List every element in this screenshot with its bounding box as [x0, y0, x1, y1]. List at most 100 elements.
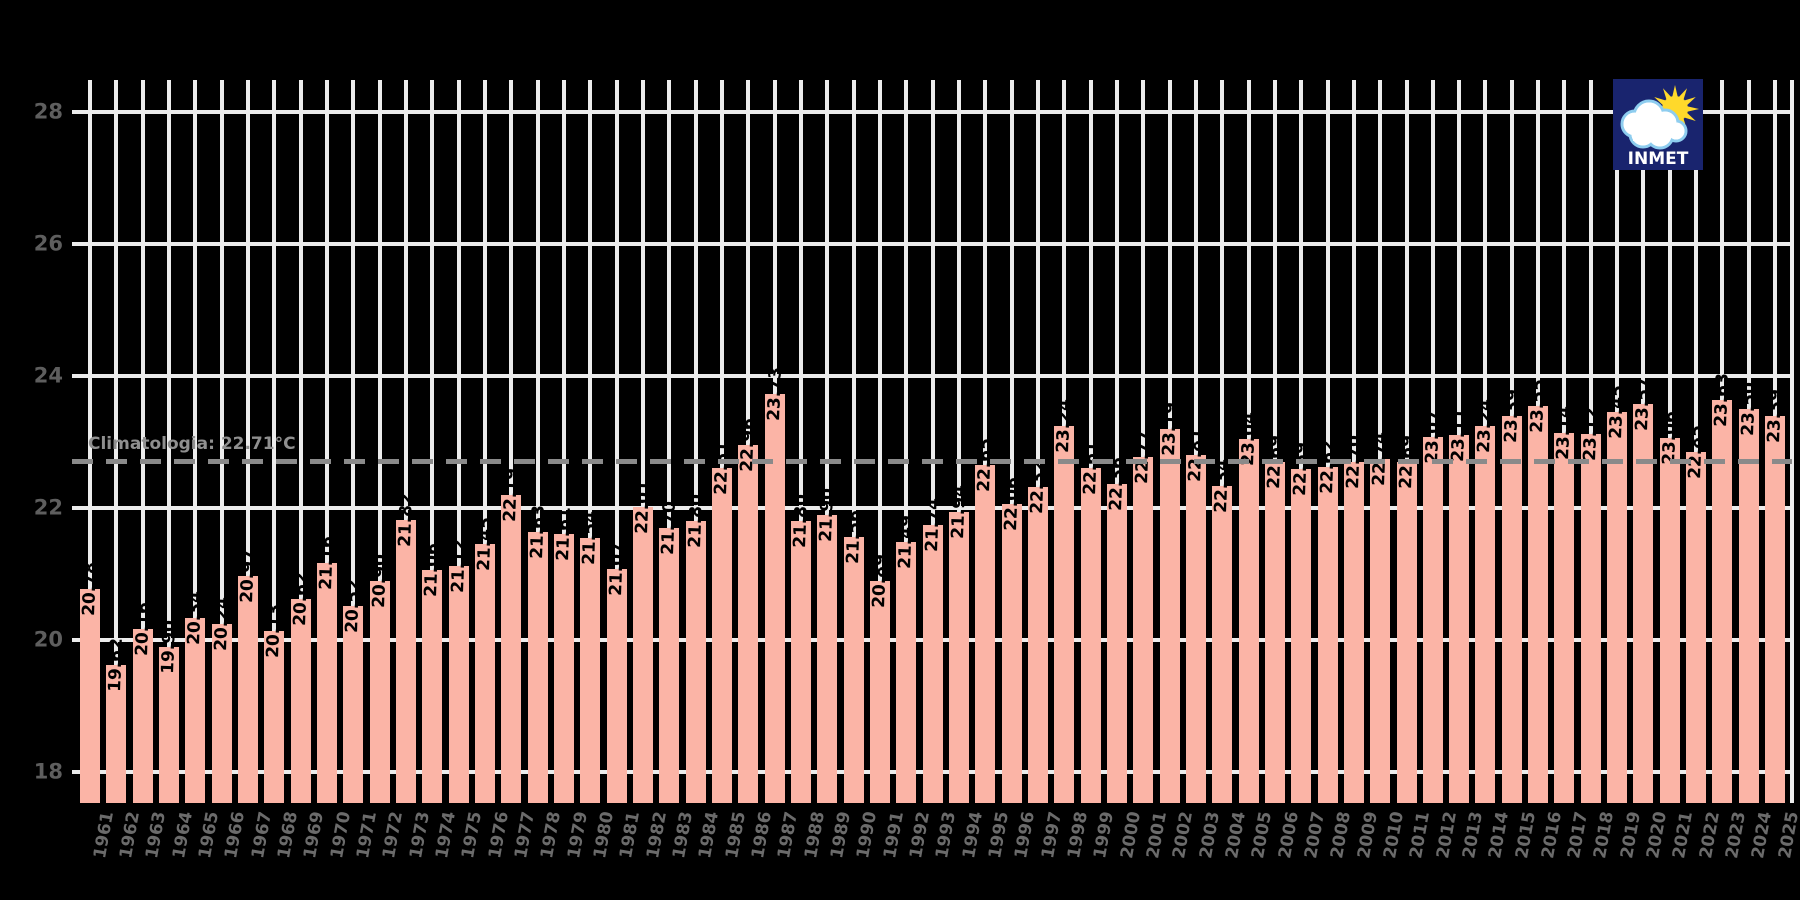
- bar-2019: [1607, 412, 1628, 803]
- bar-1998: [1054, 426, 1075, 803]
- right-spine: [1790, 80, 1794, 803]
- bar-1992: [896, 541, 917, 803]
- x-axis-year-label: 1988: [800, 810, 829, 861]
- bar-value-label: 20.62: [289, 571, 312, 627]
- bar-value-label: 21.45: [474, 517, 496, 572]
- bar-1986: [738, 444, 759, 803]
- bar-1962: [106, 665, 127, 803]
- vertical-gridline: [877, 80, 882, 803]
- bar-value-label: 23.55: [1527, 378, 1550, 433]
- bar-value-label: 21.06: [421, 542, 444, 598]
- vertical-gridline: [298, 80, 303, 803]
- x-axis-year-label: 1998: [1064, 810, 1092, 861]
- x-axis-year-label: 2009: [1353, 810, 1382, 861]
- bar-1976: [474, 544, 495, 803]
- y-axis-tick-label: 28: [33, 99, 63, 124]
- vertical-gridline: [351, 80, 356, 803]
- bar-2015: [1501, 416, 1522, 803]
- bar-1973: [395, 519, 416, 803]
- bar-value-label: 23.39: [1764, 389, 1787, 444]
- bar-1997: [1027, 486, 1048, 803]
- x-axis-year-label: 1976: [484, 810, 513, 861]
- bar-value-label: 20.16: [131, 602, 154, 657]
- bar-1965: [185, 617, 206, 803]
- x-axis-year-label: 1969: [300, 810, 329, 861]
- x-axis-year-label: 2000: [1116, 810, 1145, 861]
- x-axis-year-label: 2008: [1327, 810, 1356, 861]
- bar-2004: [1212, 485, 1233, 803]
- bar-value-label: 21.54: [579, 511, 602, 566]
- vertical-gridline: [430, 80, 435, 803]
- bar-1967: [237, 575, 258, 803]
- bar-1995: [975, 465, 996, 803]
- vertical-gridline: [1193, 80, 1198, 803]
- x-axis-year-label: 1974: [432, 810, 460, 861]
- inmet-logo-graphic: INMET: [1613, 79, 1703, 170]
- bar-2025: [1765, 416, 1786, 803]
- vertical-gridline: [377, 80, 382, 803]
- bar-value-label: 21.82: [395, 492, 417, 548]
- horizontal-gridline: [72, 374, 1792, 378]
- x-axis-year-label: 2005: [1248, 810, 1277, 861]
- bar-value-label: 19.62: [105, 637, 128, 693]
- bar-1961: [80, 588, 100, 803]
- bar-value-label: 22.81: [1184, 427, 1207, 482]
- bar-value-label: 21.16: [316, 536, 338, 591]
- vertical-gridline: [930, 80, 935, 803]
- bar-value-label: 23.63: [1711, 373, 1734, 428]
- bar-value-label: 23.50: [1737, 381, 1760, 437]
- vertical-gridline: [956, 80, 961, 803]
- bar-2008: [1317, 467, 1338, 803]
- bar-2024: [1738, 409, 1759, 803]
- bar-value-label: 22.32: [1026, 459, 1049, 515]
- x-axis-year-label: 1981: [616, 810, 645, 861]
- x-axis-year-label: 1973: [405, 810, 434, 861]
- vertical-gridline: [1351, 80, 1356, 803]
- bar-2003: [1185, 454, 1206, 803]
- bar-value-label: 22.61: [710, 440, 733, 495]
- bar-value-label: 21.74: [921, 497, 944, 553]
- x-axis-year-label: 1990: [853, 810, 882, 861]
- bar-value-label: 20.89: [868, 554, 891, 609]
- x-axis-year-label: 1975: [458, 810, 487, 861]
- bar-value-label: 21.80: [789, 493, 812, 549]
- x-axis-year-label: 1962: [116, 810, 145, 861]
- bar-value-label: 23.24: [1474, 398, 1497, 454]
- bar-1977: [501, 495, 522, 803]
- bar-2012: [1422, 437, 1443, 803]
- bar-1972: [369, 580, 390, 803]
- y-axis-tick-label: 18: [33, 759, 63, 784]
- bar-1966: [211, 624, 232, 803]
- bar-2022: [1686, 451, 1707, 803]
- vertical-gridline: [693, 80, 698, 803]
- bar-value-label: 20.52: [342, 578, 365, 633]
- x-axis-year-label: 2010: [1379, 810, 1408, 861]
- vertical-gridline: [1114, 80, 1119, 803]
- bar-2016: [1528, 405, 1549, 803]
- x-axis-year-label: 1992: [906, 810, 934, 861]
- bar-value-label: 21.94: [947, 484, 970, 540]
- x-axis-year-label: 1963: [142, 810, 171, 861]
- bar-value-label: 20.24: [210, 596, 233, 652]
- x-axis-year-label: 2015: [1511, 810, 1540, 861]
- vertical-gridline: [166, 80, 171, 803]
- climatology-annotation: Climatologia: 22.71°C: [88, 434, 296, 454]
- bar-1983: [659, 527, 680, 803]
- x-axis-year-label: 2014: [1485, 810, 1514, 861]
- bar-value-label: 23.45: [1606, 385, 1629, 440]
- x-axis-year-label: 1989: [827, 810, 855, 861]
- bar-value-label: 19.90: [158, 619, 180, 674]
- inmet-logo-text: INMET: [1628, 149, 1689, 169]
- vertical-gridline: [588, 80, 593, 803]
- bar-1985: [711, 467, 732, 803]
- x-axis-year-label: 2021: [1669, 810, 1698, 861]
- vertical-gridline: [1325, 80, 1330, 803]
- x-axis-year-label: 1987: [774, 810, 803, 861]
- vertical-gridline: [1378, 80, 1383, 803]
- x-axis-year-label: 2004: [1221, 810, 1250, 861]
- vertical-gridline: [509, 80, 514, 803]
- vertical-gridline: [904, 80, 909, 803]
- bar-1991: [869, 581, 890, 803]
- bar-2000: [1106, 484, 1127, 803]
- vertical-gridline: [640, 80, 645, 803]
